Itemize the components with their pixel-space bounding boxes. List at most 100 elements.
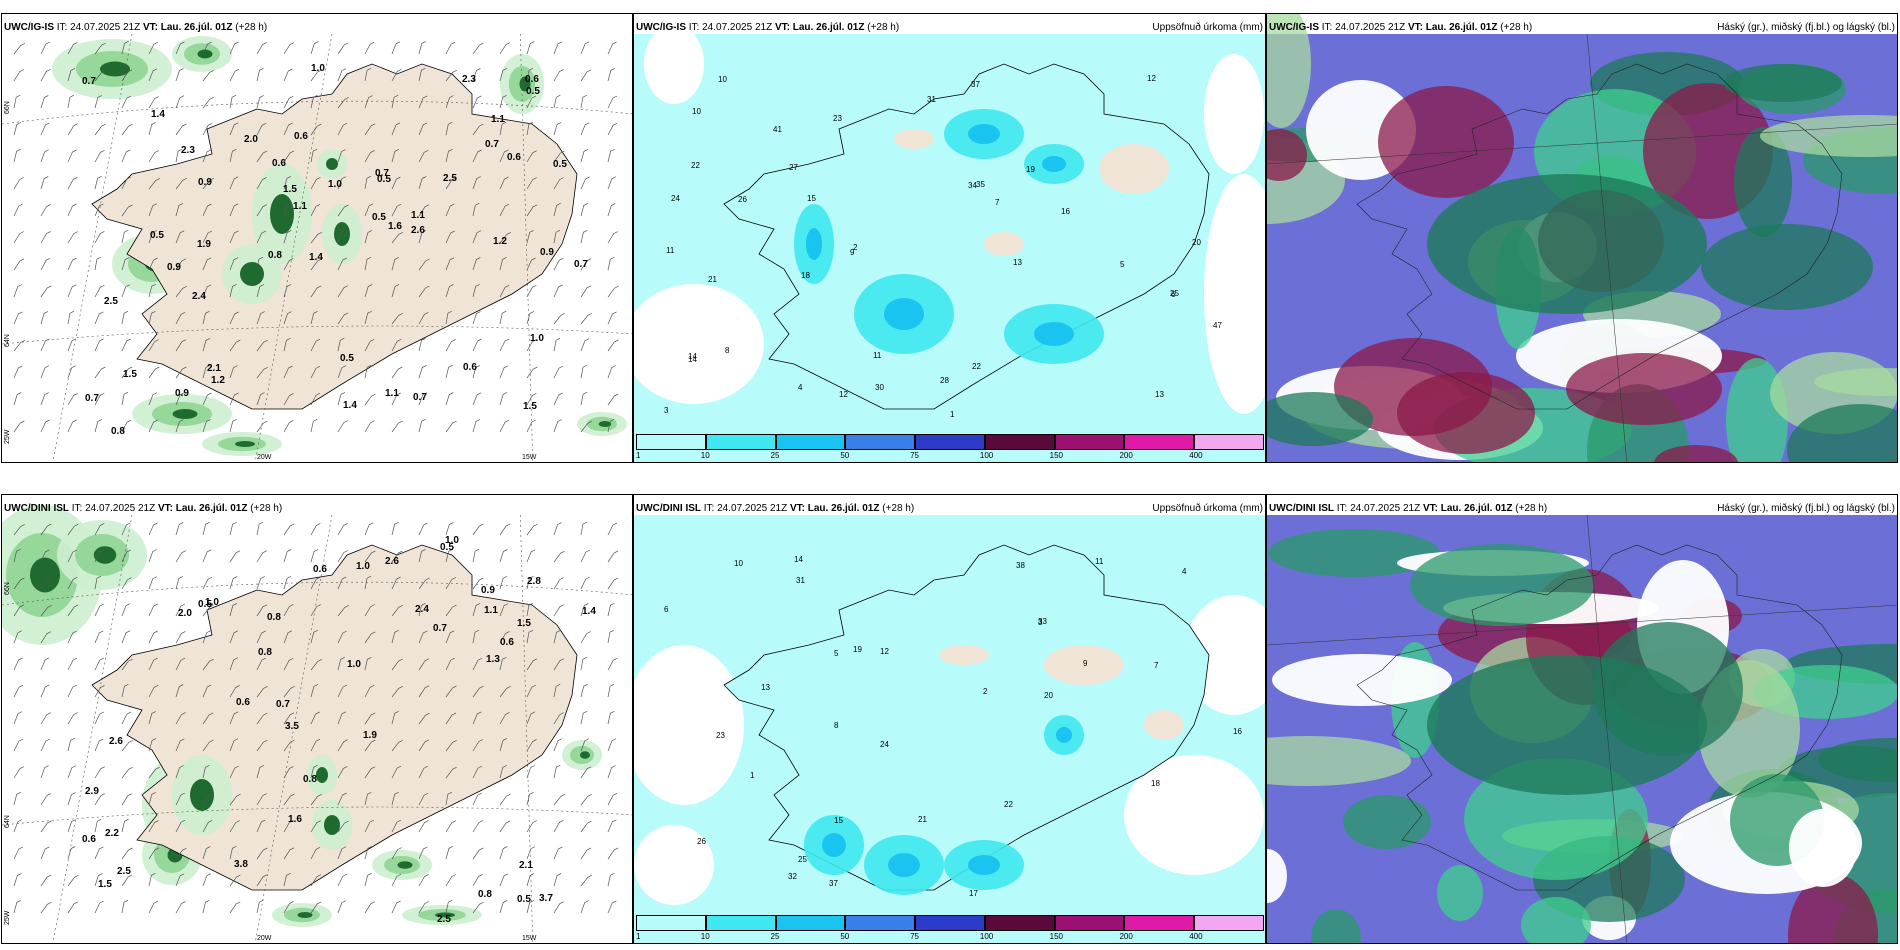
wind-barb (94, 738, 104, 752)
dry-area (894, 129, 934, 149)
wind-barb (202, 684, 212, 698)
wind-barb (283, 68, 293, 82)
precip-value: 10 (692, 107, 701, 116)
wind-barb (40, 204, 51, 217)
wind-value: 1.0 (328, 179, 342, 190)
wind-barb (175, 258, 187, 271)
wind-barb (256, 230, 266, 244)
wind-value: 0.7 (85, 393, 99, 404)
wind-barb (526, 67, 534, 82)
wind-barb (553, 577, 564, 590)
wind-barb (364, 284, 373, 298)
lon-label: 20W (257, 454, 272, 461)
wind-barb (121, 658, 133, 671)
wind-barb (418, 874, 429, 887)
wind-barb (472, 847, 484, 860)
wind-barb (499, 873, 509, 887)
wind-barb (148, 522, 158, 536)
wind-barb (418, 285, 430, 298)
wind-barb (337, 792, 347, 806)
wind-barb (364, 739, 376, 752)
wind-barb (364, 872, 372, 887)
wind-barb (337, 684, 348, 698)
wind-barb (418, 337, 426, 352)
wind-barb (67, 257, 77, 271)
colorbar-label: 75 (910, 451, 920, 460)
wind-barb (94, 256, 102, 271)
wind-barb (121, 176, 131, 190)
wind-barb (580, 766, 592, 779)
wind-value: 0.7 (82, 76, 96, 87)
wind-barb (418, 67, 426, 82)
wind-barb (607, 872, 615, 887)
wind-barb (283, 604, 294, 617)
wind-barb (364, 123, 376, 136)
precip-value: 38 (1016, 561, 1025, 570)
wind-barb (256, 712, 268, 725)
wind-barb (40, 285, 52, 298)
wind-barb (472, 123, 484, 136)
wind-barb (391, 420, 403, 433)
wind-map-header: UWC/DINI ISL IT: 24.07.2025 21Z VT: Lau.… (4, 503, 283, 514)
wind-value: 1.1 (411, 210, 425, 221)
wind-barb (499, 149, 509, 163)
dry-area (939, 645, 989, 665)
wind-barb (337, 176, 346, 190)
wind-barb (283, 523, 295, 536)
wind-barb (337, 312, 349, 325)
colorbar-label: 1 (636, 451, 641, 460)
wind-barb (445, 657, 455, 671)
wind-value: 0.7 (375, 168, 389, 179)
wind-barb (94, 366, 106, 379)
wind-barb (310, 604, 321, 617)
colorbar-swatch (845, 915, 916, 931)
wind-barb (148, 820, 159, 833)
wind-barb (40, 122, 50, 136)
wind-barb (526, 523, 538, 536)
wind-barb (337, 122, 348, 136)
wind-barb (40, 684, 50, 698)
wind-value: 2.1 (519, 860, 533, 871)
colorbar-swatch (845, 434, 916, 450)
wind-barb (607, 577, 619, 590)
wind-barb (310, 549, 319, 563)
wind-barb (175, 311, 186, 325)
wind-barb (67, 419, 77, 433)
wind-barb (553, 150, 565, 163)
wind-value: 0.5 (553, 159, 567, 170)
precip-value: 14 (688, 352, 697, 361)
wind-barb (40, 901, 52, 914)
wind-barb (121, 257, 130, 271)
wind-barb (580, 69, 592, 82)
wind-barb (391, 231, 403, 244)
wind-barb (229, 765, 239, 779)
precip-value: 21 (918, 815, 927, 824)
wind-barb (121, 95, 131, 109)
colorbar-swatch (984, 434, 1055, 450)
wind-barb (445, 685, 457, 698)
wind-barb (229, 901, 241, 914)
wind-barb (580, 285, 592, 298)
wind-barb (229, 738, 239, 752)
wind-barb (391, 604, 403, 617)
wind-barb (40, 846, 50, 860)
wind-barb (499, 176, 509, 190)
wind-barb (121, 366, 133, 379)
colorbar-swatch (1194, 434, 1264, 450)
wind-barb (391, 41, 401, 55)
wind-value: 1.0 (356, 561, 370, 572)
precip-value: 22 (691, 161, 700, 170)
wind-barb (499, 900, 508, 914)
wind-barb (94, 630, 104, 644)
wind-barb (94, 818, 102, 833)
precip-value: 35 (976, 180, 985, 189)
precip-value: 3 (664, 406, 669, 415)
wind-barb (13, 548, 21, 563)
wind-barb (256, 630, 266, 644)
wind-barb (175, 873, 185, 887)
wind-barb (553, 257, 564, 271)
wind-barb (229, 657, 238, 671)
wind-barb (94, 766, 105, 779)
wind-barb (40, 820, 52, 833)
precip-colorbar: 1 10 25 50 75 100 150 200 400 (636, 915, 1264, 943)
